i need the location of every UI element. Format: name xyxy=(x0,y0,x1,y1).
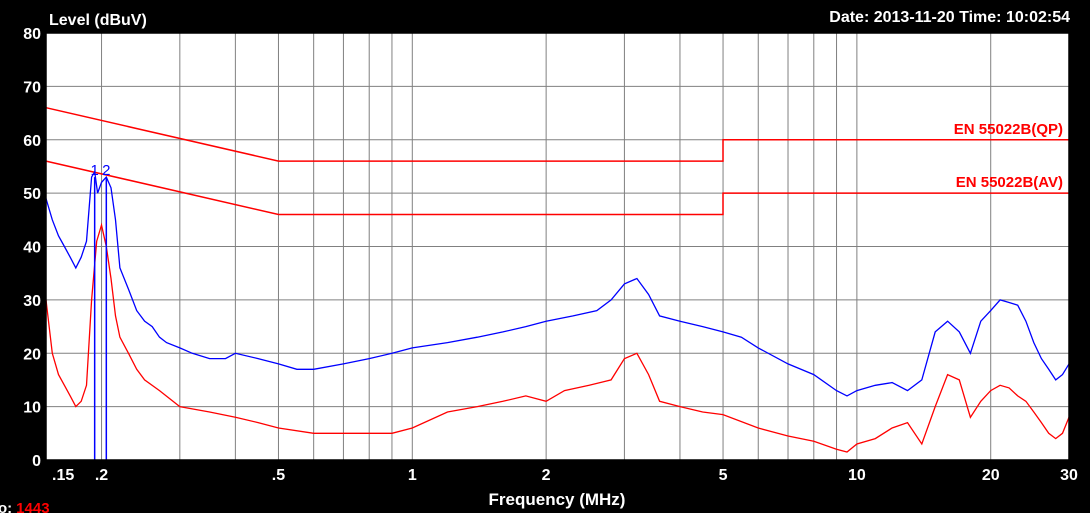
x-tick-label: 10 xyxy=(848,467,866,484)
x-tick-label: 2 xyxy=(542,467,551,484)
series-line xyxy=(45,222,1070,453)
y-tick-label: 60 xyxy=(23,133,41,150)
limit-line xyxy=(45,106,1069,162)
series-line xyxy=(45,169,1070,397)
footer-prefix: o: xyxy=(0,500,12,513)
x-axis-label: Frequency (MHz) xyxy=(489,490,626,509)
limit-label: EN 55022B(QP) xyxy=(954,121,1063,138)
marker-label: 2 xyxy=(102,162,110,179)
limit-line xyxy=(45,160,1069,216)
y-tick-label: 80 xyxy=(23,26,41,43)
x-tick-labels: .15 .2 .5 1 2 5 10 20 30 xyxy=(52,467,1078,484)
y-axis-label: Level (dBuV) xyxy=(49,12,147,29)
limit-label: EN 55022B(AV) xyxy=(956,174,1063,191)
y-tick-labels: 0 10 20 30 40 50 60 70 80 xyxy=(23,26,41,470)
y-tick-label: 70 xyxy=(23,79,41,96)
x-tick-label: .5 xyxy=(272,467,285,484)
timestamp: Date: 2013-11-20 Time: 10:02:54 xyxy=(829,9,1070,26)
y-tick-label: 30 xyxy=(23,293,41,310)
x-tick-label: 1 xyxy=(408,467,417,484)
footer-value: 1443 xyxy=(16,500,49,513)
x-tick-label: 20 xyxy=(982,467,1000,484)
marker-label: 1 xyxy=(90,162,98,179)
x-tick-label: .2 xyxy=(95,467,108,484)
y-tick-label: 50 xyxy=(23,186,41,203)
y-tick-label: 10 xyxy=(23,400,41,417)
grid xyxy=(46,33,1069,460)
x-tick-label: 30 xyxy=(1060,467,1078,484)
y-tick-label: 20 xyxy=(23,346,41,363)
series-group xyxy=(45,169,1070,453)
x-tick-label: 5 xyxy=(719,467,728,484)
x-tick-label: .15 xyxy=(52,467,74,484)
limit-lines: EN 55022B(QP) EN 55022B(AV) xyxy=(45,106,1069,216)
y-tick-label: 40 xyxy=(23,240,41,257)
plot-frame xyxy=(45,32,1070,461)
footer-text: o: 1443 xyxy=(0,500,50,513)
y-tick-label: 0 xyxy=(32,453,41,470)
